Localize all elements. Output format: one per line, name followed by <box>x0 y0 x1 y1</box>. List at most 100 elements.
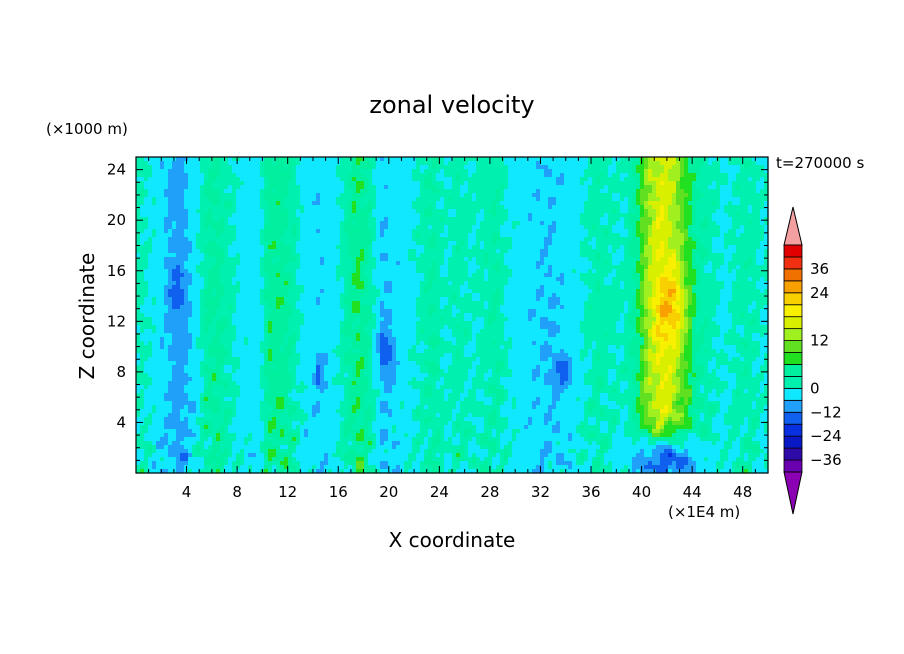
heatmap-cell <box>756 321 761 326</box>
heatmap-cell <box>452 305 457 310</box>
heatmap-cell <box>548 265 553 270</box>
heatmap-cell <box>560 325 581 330</box>
heatmap-cell <box>540 325 561 330</box>
heatmap-cell <box>348 389 369 394</box>
heatmap-cell <box>632 205 641 210</box>
heatmap-cell <box>456 173 461 178</box>
heatmap-cell <box>204 377 209 382</box>
heatmap-cell <box>548 357 553 362</box>
heatmap-cell <box>444 161 449 166</box>
heatmap-cell <box>368 425 373 430</box>
heatmap-cell <box>720 197 741 202</box>
heatmap-cell <box>148 217 165 222</box>
heatmap-cell <box>620 197 625 202</box>
x-axis-unit: (×1E4 m) <box>668 503 740 521</box>
heatmap-cell <box>604 385 621 390</box>
heatmap-cell <box>440 361 453 366</box>
heatmap-cell <box>756 161 769 166</box>
heatmap-cell <box>456 349 461 354</box>
heatmap-cell <box>136 365 145 370</box>
heatmap-cell <box>544 169 553 174</box>
heatmap-cell <box>680 281 685 286</box>
y-tick-label: 24 <box>107 161 126 179</box>
heatmap-cell <box>676 333 681 338</box>
heatmap-cell <box>684 161 689 166</box>
heatmap-cell <box>548 301 561 306</box>
heatmap-cell <box>652 205 661 210</box>
heatmap-cell <box>296 173 337 178</box>
heatmap-cell <box>496 241 513 246</box>
heatmap-cell <box>260 345 269 350</box>
heatmap-cell <box>188 409 197 414</box>
heatmap-cell <box>556 421 561 426</box>
heatmap-cell <box>644 161 649 166</box>
heatmap-cell <box>492 401 497 406</box>
heatmap-cell <box>684 405 689 410</box>
heatmap-cell <box>640 297 645 302</box>
heatmap-cell <box>236 209 265 214</box>
heatmap-cell <box>424 385 433 390</box>
heatmap-cell <box>444 425 453 430</box>
heatmap-cell <box>220 337 237 342</box>
heatmap-cell <box>220 273 237 278</box>
heatmap-cell <box>456 421 461 426</box>
heatmap-cell <box>500 225 513 230</box>
heatmap-cell <box>180 441 197 446</box>
heatmap-cell <box>356 205 361 210</box>
heatmap-cell <box>696 461 717 466</box>
heatmap-cell <box>600 429 609 434</box>
heatmap-cell <box>164 161 173 166</box>
heatmap-cell <box>732 257 749 262</box>
heatmap-cell <box>684 373 689 378</box>
heatmap-cell <box>656 345 661 350</box>
heatmap-cell <box>496 385 505 390</box>
heatmap-cell <box>300 193 317 198</box>
heatmap-cell <box>452 253 485 258</box>
heatmap-cell <box>680 345 685 350</box>
heatmap-cell <box>624 325 633 330</box>
heatmap-cell <box>284 337 289 342</box>
heatmap-cell <box>648 225 653 230</box>
heatmap-cell <box>596 453 605 458</box>
heatmap-cell <box>472 361 481 366</box>
heatmap-cell <box>364 181 369 186</box>
heatmap-cell <box>136 429 141 434</box>
heatmap-cell <box>716 365 721 370</box>
heatmap-cell <box>644 277 649 282</box>
heatmap-cell <box>704 257 725 262</box>
heatmap-cell <box>200 393 205 398</box>
heatmap-cell <box>268 433 281 438</box>
heatmap-cell <box>656 385 661 390</box>
heatmap-cell <box>380 377 397 382</box>
heatmap-cell <box>476 389 485 394</box>
heatmap-cell <box>288 429 301 434</box>
heatmap-cell <box>368 277 373 282</box>
heatmap-cell <box>584 373 609 378</box>
heatmap-cell <box>164 297 173 302</box>
heatmap-cell <box>204 429 213 434</box>
heatmap-cell <box>296 229 301 234</box>
heatmap-cell <box>468 273 473 278</box>
heatmap-cell <box>740 169 765 174</box>
heatmap-cell <box>560 373 569 378</box>
heatmap-cell <box>620 261 637 266</box>
heatmap-cell <box>728 329 737 334</box>
heatmap-cell <box>276 449 281 454</box>
heatmap-cell <box>644 169 649 174</box>
heatmap-cell <box>412 177 425 182</box>
heatmap-cell <box>744 417 749 422</box>
heatmap-cell <box>388 325 417 330</box>
heatmap-cell <box>212 441 221 446</box>
heatmap-cell <box>740 393 757 398</box>
heatmap-cell <box>612 257 625 262</box>
heatmap-cell <box>604 277 613 282</box>
heatmap-cell <box>216 373 221 378</box>
heatmap-cell <box>664 381 673 386</box>
heatmap-cell <box>620 157 637 162</box>
heatmap-cell <box>292 413 309 418</box>
heatmap-cell <box>672 445 681 450</box>
heatmap-cell <box>548 245 581 250</box>
heatmap-cell <box>716 461 725 466</box>
heatmap-cell <box>296 165 337 170</box>
heatmap-cell <box>596 381 605 386</box>
